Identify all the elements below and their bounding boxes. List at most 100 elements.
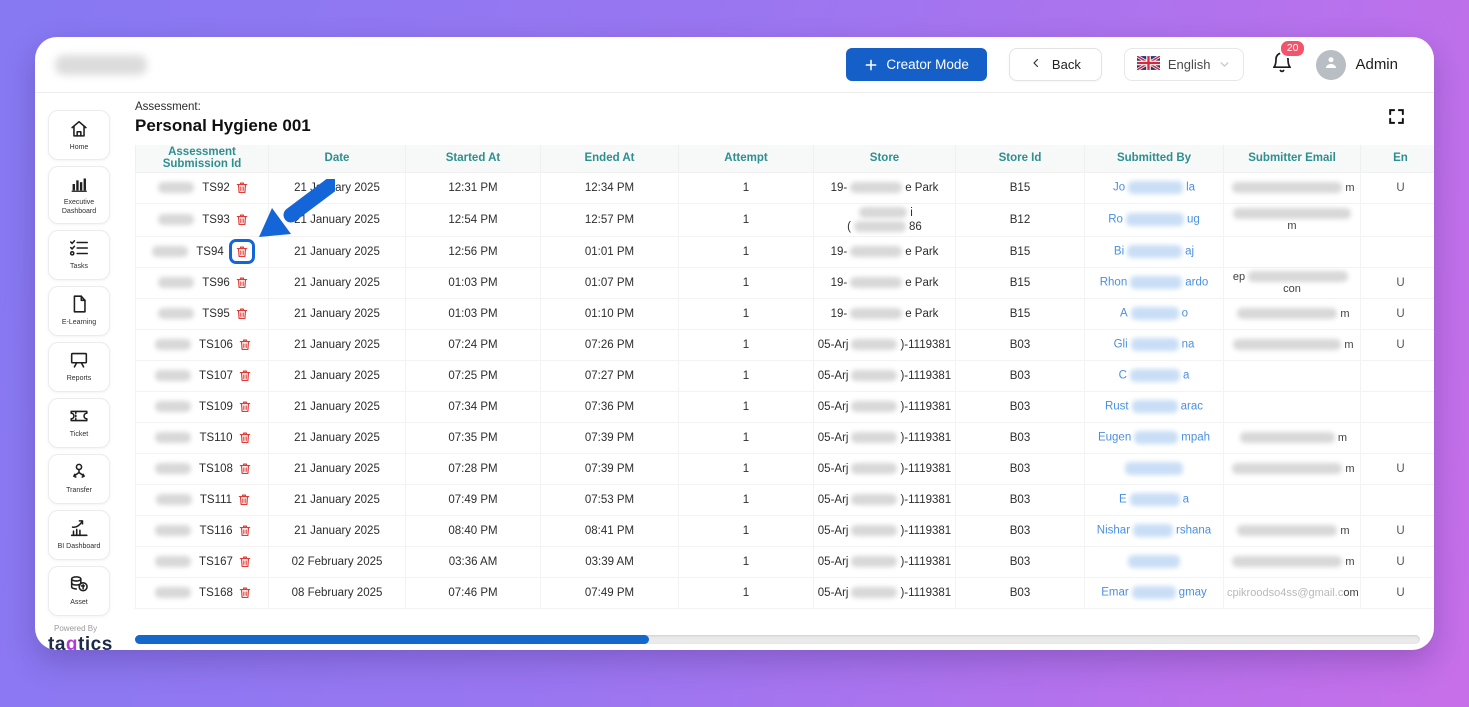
notifications-button[interactable]: 20	[1270, 39, 1307, 79]
sidebar-item-label: Transfer	[66, 487, 92, 495]
submitted-by-link[interactable]: Gli na	[1084, 328, 1224, 361]
user-menu[interactable]: Admin	[1316, 49, 1398, 80]
back-button[interactable]: Back	[1008, 48, 1102, 81]
redacted-text	[155, 370, 192, 381]
attempt-cell: 1	[678, 266, 814, 299]
sidebar-item-ticket[interactable]: Ticket	[48, 397, 110, 448]
fullscreen-icon[interactable]	[1387, 107, 1406, 126]
employee-id-cell	[1360, 421, 1434, 454]
ended-at-cell: 08:41 PM	[540, 514, 679, 547]
redacted-text	[1232, 463, 1343, 475]
submitted-by-link[interactable]	[1084, 452, 1224, 485]
redacted-text	[155, 432, 192, 443]
date-cell: 08 February 2025	[268, 576, 406, 609]
column-header-en: En	[1360, 145, 1434, 173]
redacted-text	[851, 369, 898, 381]
delete-submission-button[interactable]	[235, 212, 249, 227]
store-cell: 05-Arj)-1119381	[813, 452, 956, 485]
sidebar-item-tasks[interactable]: Tasks	[48, 229, 110, 280]
started-at-cell: 01:03 PM	[405, 297, 541, 330]
submitted-by-link[interactable]: Ro ug	[1084, 202, 1224, 237]
redacted-text	[850, 276, 903, 288]
language-selector[interactable]: English	[1123, 48, 1245, 81]
submitted-by-link[interactable]: Rust arac	[1084, 390, 1224, 423]
column-header-date: Date	[268, 145, 406, 173]
submission-id: TS108	[199, 462, 233, 475]
sidebar-item-home[interactable]: Home	[48, 110, 110, 160]
redacted-text	[155, 494, 192, 505]
redacted-text	[1237, 525, 1338, 537]
ended-at-cell: 07:27 PM	[540, 359, 679, 392]
redacted-text	[158, 308, 195, 319]
delete-submission-button[interactable]	[235, 244, 249, 259]
delete-submission-button[interactable]	[238, 337, 252, 352]
submitted-by-link[interactable]: Jo la	[1084, 171, 1224, 204]
submitted-by-link[interactable]: Rhon ardo	[1084, 266, 1224, 299]
sidebar-item-bi-dashboard[interactable]: BI Dashboard	[48, 509, 110, 560]
app-logo[interactable]	[55, 54, 147, 75]
delete-submission-button[interactable]	[238, 430, 252, 445]
delete-submission-button[interactable]	[238, 399, 252, 414]
redacted-text	[1248, 271, 1349, 283]
table-row: TS107 21 January 2025 07:25 PM 07:27 PM 1 05-…	[135, 359, 1434, 392]
sidebar-item-label: Executive Dashboard	[61, 199, 97, 215]
sidebar-item-reports[interactable]: Reports	[48, 341, 110, 392]
language-selected: English	[1167, 57, 1211, 72]
redacted-text	[155, 556, 192, 567]
horizontal-scrollbar	[135, 634, 1420, 644]
delete-submission-button[interactable]	[237, 492, 251, 507]
executive-dashboard-icon	[68, 173, 90, 195]
table-row: TS109 21 January 2025 07:34 PM 07:36 PM 1 05-…	[135, 390, 1434, 423]
delete-submission-button[interactable]	[238, 523, 252, 538]
creator-mode-button[interactable]: Creator Mode	[846, 48, 987, 81]
employee-id-cell	[1360, 359, 1434, 392]
ended-at-cell: 07:39 PM	[540, 421, 679, 454]
started-at-cell: 12:31 PM	[405, 171, 541, 204]
delete-submission-button[interactable]	[235, 275, 249, 290]
sidebar-item-transfer[interactable]: Transfer	[48, 453, 110, 504]
redacted-text	[1129, 493, 1180, 506]
submitted-by-link[interactable]: Emar gmay	[1084, 576, 1224, 609]
submitted-by-link[interactable]	[1084, 545, 1224, 578]
ended-at-cell: 07:39 PM	[540, 452, 679, 485]
store-cell: 05-Arj)-1119381	[813, 576, 956, 609]
submitted-by-link[interactable]: Nishar rshana	[1084, 514, 1224, 547]
delete-submission-button[interactable]	[238, 368, 252, 383]
delete-submission-button[interactable]	[238, 461, 252, 476]
store-cell: 19- e Park	[813, 235, 956, 268]
submitter-email-cell: m	[1223, 297, 1361, 330]
store-id-cell: B15	[955, 235, 1085, 268]
employee-id-cell: U	[1360, 297, 1434, 330]
submitted-by-link[interactable]: Eugen mpah	[1084, 421, 1224, 454]
store-id-cell: B15	[955, 266, 1085, 299]
date-cell: 21 January 2025	[268, 171, 406, 204]
submission-id: TS106	[199, 338, 233, 351]
submission-id-cell: TS92	[135, 171, 269, 204]
user-name: Admin	[1355, 56, 1398, 73]
employee-id-cell: U	[1360, 328, 1434, 361]
store-cell: 19- e Park	[813, 266, 956, 299]
sidebar-item-e-learning[interactable]: E-Learning	[48, 285, 110, 336]
redacted-text	[851, 555, 898, 567]
store-cell: 05-Arj)-1119381	[813, 359, 956, 392]
submitted-by-link[interactable]: Bi aj	[1084, 235, 1224, 268]
delete-submission-button[interactable]	[238, 585, 252, 600]
date-cell: 02 February 2025	[268, 545, 406, 578]
scrollbar-thumb[interactable]	[135, 634, 649, 644]
date-cell: 21 January 2025	[268, 514, 406, 547]
store-id-cell: B03	[955, 545, 1085, 578]
submission-id: TS107	[199, 369, 233, 382]
employee-id-cell: U	[1360, 266, 1434, 299]
submitter-email-cell: cpikroodso4ss@gmail.com	[1223, 576, 1361, 609]
transfer-icon	[68, 461, 90, 483]
submitter-email-cell: m	[1223, 452, 1361, 485]
delete-submission-button[interactable]	[238, 554, 252, 569]
delete-submission-button[interactable]	[235, 306, 249, 321]
delete-submission-button[interactable]	[235, 180, 249, 195]
sidebar-item-executive-dashboard[interactable]: Executive Dashboard	[48, 166, 110, 224]
sidebar-item-asset[interactable]: Asset	[48, 565, 110, 616]
